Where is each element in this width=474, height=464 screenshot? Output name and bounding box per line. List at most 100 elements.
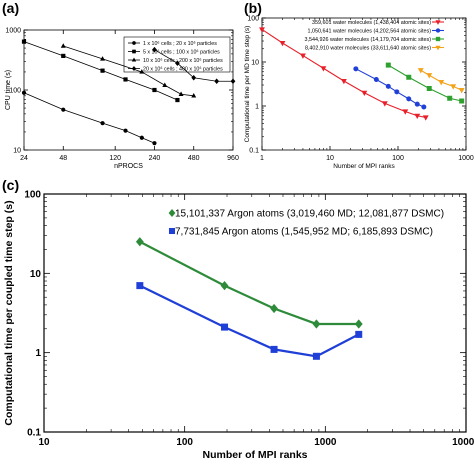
y-tick-label: 1000 <box>5 27 21 34</box>
x-tick-label: 480 <box>188 155 200 162</box>
data-point <box>61 53 66 59</box>
data-point <box>230 78 236 85</box>
panel-label: (c) <box>2 177 19 193</box>
series-line <box>139 240 359 326</box>
y-tick-label: 100 <box>247 15 259 22</box>
data-point <box>152 141 157 146</box>
y-tick-label: 10 <box>251 59 259 66</box>
legend-label: 3,544,926 water molecules (14,179,704 at… <box>305 37 432 43</box>
x-axis-title: Number of MPI ranks <box>202 449 307 461</box>
legend-marker <box>435 36 441 42</box>
data-point <box>191 74 197 81</box>
series-line <box>23 92 155 144</box>
y-tick-label: 100 <box>9 87 21 94</box>
data-point <box>214 78 220 85</box>
x-axis-title: Number of MPI ranks <box>333 163 395 170</box>
y-axis-title: CPU time (s) <box>5 70 12 110</box>
y-tick-label: 100 <box>24 190 41 201</box>
data-point <box>417 68 424 74</box>
legend-marker <box>168 227 176 235</box>
y-tick-label: 1 <box>255 103 259 110</box>
panel-label: (b) <box>244 0 262 16</box>
data-point <box>385 62 391 68</box>
series-3: 3,544,926 water molecules (14,179,704 at… <box>305 36 465 104</box>
series-line <box>23 41 178 101</box>
data-point <box>421 104 427 110</box>
data-point <box>320 66 327 72</box>
y-tick-label: 1 <box>35 348 41 359</box>
data-point <box>221 323 229 331</box>
x-tick-label: 24 <box>20 155 28 162</box>
x-tick-label: 1000 <box>314 437 337 448</box>
plot-frame <box>43 193 467 433</box>
data-point <box>61 107 66 112</box>
legend-marker <box>435 28 441 33</box>
data-point <box>458 88 465 94</box>
legend-label: 10 x 10⁶ cells ; 200 x 10⁶ particles <box>143 58 223 64</box>
x-tick-label: 960 <box>227 155 239 162</box>
data-point <box>100 56 106 61</box>
legend-label: 1,050,641 water molecules (4,202,564 ato… <box>308 28 432 34</box>
data-point <box>136 282 144 290</box>
y-tick-label: 10 <box>13 147 21 154</box>
data-point <box>426 73 433 79</box>
data-point <box>402 109 409 115</box>
legend-marker <box>132 49 136 54</box>
data-point <box>394 89 400 95</box>
data-point <box>340 78 347 85</box>
series-1: 359,601 water molecules (1,438,404 atomi… <box>259 20 444 121</box>
legend-label: 20 x 10⁶ cells ; 400 x 10⁶ particles <box>143 66 223 72</box>
data-point <box>355 330 363 338</box>
data-point <box>21 39 27 44</box>
data-point <box>450 84 457 90</box>
legend-label: 15,101,337 Argon atoms (3,019,460 MD; 12… <box>175 209 444 220</box>
series-4: 8,402,910 water molecules (33,611,640 at… <box>305 45 465 94</box>
series-3: 10 x 10⁶ cells ; 200 x 10⁶ particles <box>60 43 223 98</box>
series-4: 20 x 10⁶ cells ; 400 x 10⁶ particles <box>128 46 236 85</box>
data-point <box>300 53 306 59</box>
series-line <box>261 28 426 118</box>
data-point <box>270 345 278 353</box>
data-point <box>139 135 144 140</box>
data-point <box>414 101 420 107</box>
x-tick-label: 1 <box>260 155 264 162</box>
data-point <box>21 90 27 95</box>
series-2: 1,050,641 water molecules (4,202,564 ato… <box>308 28 444 110</box>
y-axis-title: Computational time per MD time step (s) <box>244 26 251 143</box>
data-point <box>361 90 368 97</box>
series-2: 7,731,845 Argon atoms (1,545,952 MD; 6,1… <box>136 227 433 360</box>
chart-a: (a) 24 48 120 240 480 960 10 100 1000 nPROCS CPU ti… <box>2 0 239 170</box>
series-line <box>63 45 194 97</box>
x-tick-label: 48 <box>59 155 67 162</box>
data-point <box>123 128 128 133</box>
data-point <box>220 280 229 291</box>
data-point <box>373 77 379 83</box>
data-point <box>354 319 363 329</box>
data-point <box>175 97 180 103</box>
plot-frame <box>261 17 467 151</box>
series-line <box>388 64 462 102</box>
data-point <box>270 303 278 314</box>
data-point <box>381 101 388 107</box>
legend-box <box>123 36 231 73</box>
data-point <box>191 93 197 98</box>
data-point <box>353 66 359 72</box>
data-point <box>152 87 157 93</box>
x-tick-label: 240 <box>149 155 161 162</box>
legend-label: 5 x 10⁶ cells ; 100 x 10⁶ particles <box>143 49 220 55</box>
data-point <box>447 95 453 101</box>
data-point <box>135 237 144 247</box>
y-tick-label: 0.1 <box>249 147 259 154</box>
data-point <box>279 40 286 47</box>
data-point <box>426 85 432 91</box>
data-point <box>60 43 66 48</box>
legend-marker <box>435 20 441 25</box>
x-axis-title: nPROCS <box>114 163 143 170</box>
data-point <box>152 46 157 53</box>
data-point <box>312 319 321 329</box>
legend-marker <box>435 45 441 51</box>
data-point <box>459 98 465 104</box>
